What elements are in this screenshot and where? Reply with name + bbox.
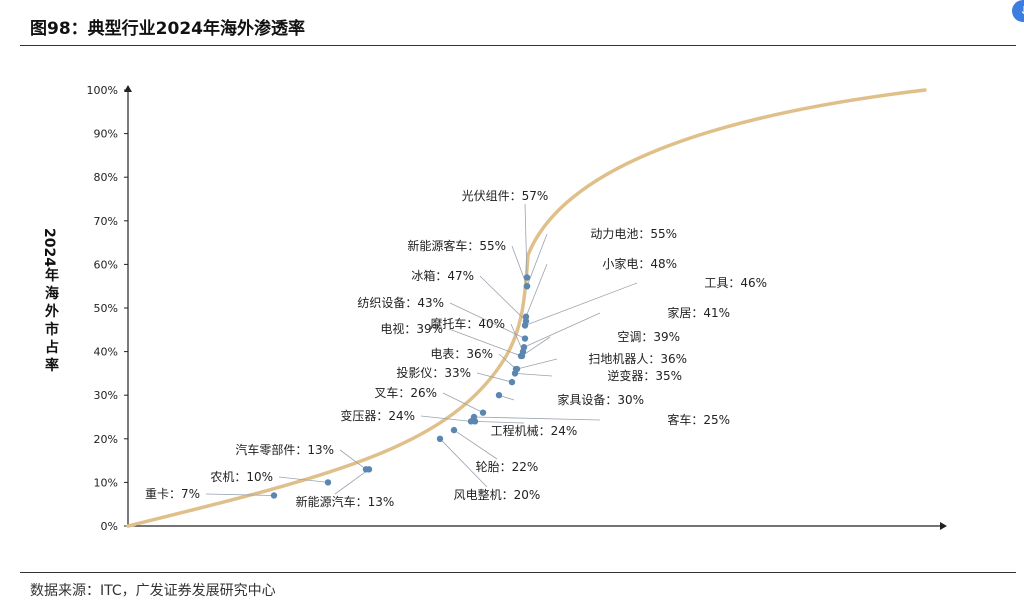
leader-line	[524, 282, 638, 326]
s-curve	[126, 88, 927, 528]
leader-line	[514, 373, 553, 377]
leader-line	[476, 372, 513, 383]
y-tick-label: 0%	[101, 520, 118, 533]
top-divider	[20, 45, 1016, 46]
y-tick-label: 100%	[87, 84, 118, 97]
penetration-chart: 0% 10% 20% 30% 40% 50% 60% 70% 80% 90% 100% 重卡：7% 农…	[41, 84, 947, 533]
leader-line	[339, 449, 367, 470]
leader-line	[420, 415, 472, 422]
data-point-25	[523, 274, 531, 281]
data-label: 客车：25%	[667, 412, 730, 427]
data-labels: 重卡：7% 农机：10% 汽车零部件：13% 新能源汽车：13% 风电整机：20% 轮胎：…	[145, 189, 767, 509]
data-point-24	[523, 283, 531, 290]
leader-line	[449, 302, 526, 339]
data-label: 家居：41%	[667, 305, 730, 320]
y-tick-label: 10%	[94, 476, 118, 489]
data-label: 风电整机：20%	[454, 487, 541, 502]
source-note: 数据来源：ITC，广发证券发展研究中心	[30, 583, 276, 599]
data-label: 电视：39%	[380, 321, 443, 336]
leader-line	[439, 438, 488, 488]
data-label: 新能源汽车：13%	[296, 494, 395, 509]
y-tick-label: 30%	[94, 389, 118, 402]
data-label: 扫地机器人：36%	[588, 352, 687, 366]
data-label: 光伏组件：57%	[462, 189, 549, 203]
leader-line	[521, 336, 551, 357]
data-label: 农机：10%	[210, 470, 273, 484]
data-point-14	[513, 365, 521, 373]
leader-line	[205, 493, 275, 496]
leader-line	[442, 392, 484, 413]
data-label: 电表：36%	[430, 347, 493, 361]
data-label: 空调：39%	[617, 330, 680, 344]
leader-line	[524, 203, 528, 278]
data-label: 动力电池：55%	[590, 227, 677, 241]
y-tick-label: 90%	[94, 128, 118, 141]
y-axis-arrow	[124, 85, 132, 92]
data-label: 重卡：7%	[145, 487, 200, 501]
data-point-3	[365, 466, 373, 473]
data-points	[270, 274, 531, 499]
data-point-1	[324, 479, 332, 486]
leader-lines	[205, 203, 638, 496]
data-label: 轮胎：22%	[476, 460, 539, 474]
data-point-11	[508, 378, 516, 386]
y-tick-label: 70%	[94, 215, 118, 228]
leader-line	[473, 416, 601, 421]
y-tick-label: 60%	[94, 258, 118, 271]
data-label: 工程机械：24%	[491, 423, 578, 438]
data-label: 投影仪：33%	[396, 365, 471, 380]
leader-line	[334, 468, 370, 495]
data-label: 纺织设备：43%	[357, 296, 444, 310]
data-label: 摩托车：40%	[430, 316, 505, 331]
leader-line	[278, 476, 329, 483]
data-label: 工具：46%	[704, 276, 767, 290]
y-tick-label: 20%	[94, 433, 118, 446]
leader-line	[525, 263, 548, 317]
y-axis-label-digits: 2024	[41, 228, 57, 267]
data-point-4	[436, 435, 444, 442]
data-label: 叉车：26%	[374, 385, 437, 400]
share-icon[interactable]: ↓	[1012, 0, 1024, 22]
y-axis-label-char: 率	[45, 357, 59, 374]
figure-title: 图98：典型行业2024年海外渗透率	[30, 19, 305, 39]
leader-line	[448, 328, 522, 357]
data-label: 新能源客车：55%	[407, 238, 506, 253]
y-axis-label-char: 外	[45, 303, 59, 320]
leader-line	[479, 275, 527, 322]
data-label: 小家电：48%	[602, 256, 677, 271]
penetration-curve	[126, 88, 927, 528]
y-axis-label-char: 年	[45, 267, 59, 284]
bottom-divider	[20, 572, 1016, 573]
leader-line	[511, 245, 528, 287]
data-point-8	[470, 413, 478, 421]
y-axis-label-char: 海	[45, 285, 59, 302]
data-point-0	[270, 492, 278, 499]
data-point-19	[521, 335, 529, 342]
data-label: 家具设备：30%	[557, 392, 644, 407]
data-label: 变压器：24%	[340, 408, 415, 423]
y-tick-label: 40%	[94, 346, 118, 359]
leader-line	[453, 429, 498, 460]
x-axis-arrow	[940, 522, 947, 530]
leader-line	[474, 420, 525, 424]
data-point-18	[520, 344, 528, 351]
data-label: 冰箱：47%	[411, 268, 474, 283]
data-label: 汽车零部件：13%	[235, 442, 334, 457]
data-label: 逆变器：35%	[607, 368, 682, 383]
data-point-22	[522, 313, 530, 320]
chart-axes: 0% 10% 20% 30% 40% 50% 60% 70% 80% 90% 100%	[87, 84, 947, 533]
data-point-9	[479, 409, 487, 416]
y-axis-label-char: 市	[45, 321, 59, 338]
y-tick-label: 50%	[94, 302, 118, 315]
y-axis-label-char: 占	[45, 339, 59, 356]
data-point-10	[495, 392, 503, 399]
leader-line	[498, 353, 517, 370]
leader-line	[526, 233, 548, 287]
leader-line	[516, 358, 558, 370]
leader-line	[523, 312, 601, 348]
data-point-5	[450, 426, 458, 434]
y-tick-label: 80%	[94, 171, 118, 184]
